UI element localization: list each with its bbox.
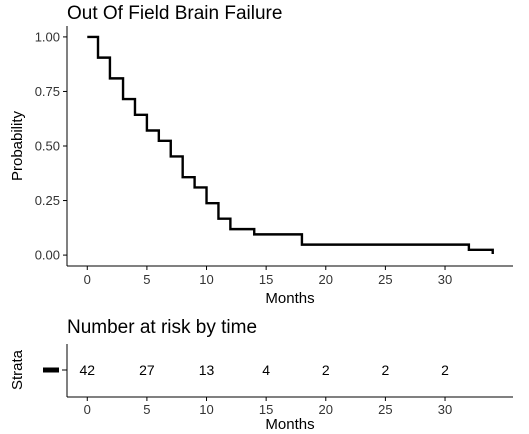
x-tick-label: 25 — [378, 272, 392, 287]
risk-count: 2 — [382, 362, 390, 378]
risk-x-tick-label: 25 — [378, 402, 392, 417]
y-axis: 0.00 0.25 0.50 0.75 1.00 — [35, 29, 67, 263]
y-tick-label: 0.00 — [35, 248, 60, 263]
risk-values: 42 27 13 4 2 2 2 — [79, 362, 449, 378]
x-axis-title: Months — [265, 290, 314, 307]
risk-x-axis: 0 5 10 15 20 25 30 — [84, 397, 452, 417]
x-tick-label: 5 — [143, 272, 150, 287]
risk-count: 42 — [79, 362, 95, 378]
risk-x-axis-title: Months — [265, 416, 314, 433]
risk-x-tick-label: 10 — [199, 402, 213, 417]
risk-y-axis-title: Strata — [9, 349, 26, 390]
risk-count: 4 — [262, 362, 270, 378]
y-tick-label: 0.50 — [35, 139, 60, 154]
risk-x-tick-label: 15 — [259, 402, 273, 417]
risk-x-tick-label: 20 — [319, 402, 333, 417]
survival-step-line — [87, 35, 494, 254]
x-tick-label: 15 — [259, 272, 273, 287]
risk-count: 27 — [139, 362, 155, 378]
risk-x-tick-label: 0 — [84, 402, 91, 417]
x-tick-label: 0 — [84, 272, 91, 287]
x-tick-label: 30 — [438, 272, 452, 287]
x-axis: 0 5 10 15 20 25 30 — [84, 266, 452, 287]
risk-x-tick-label: 30 — [438, 402, 452, 417]
risk-count: 13 — [199, 362, 215, 378]
risk-x-tick-label: 5 — [143, 402, 150, 417]
survival-curve — [87, 35, 494, 254]
risk-count: 2 — [322, 362, 330, 378]
y-tick-label: 0.75 — [35, 84, 60, 99]
y-tick-label: 1.00 — [35, 29, 60, 44]
x-tick-label: 20 — [319, 272, 333, 287]
y-axis-title: Probability — [9, 110, 26, 181]
chart-title: Out Of Field Brain Failure — [67, 3, 282, 24]
risk-table-title: Number at risk by time — [67, 317, 257, 338]
y-tick-label: 0.25 — [35, 193, 60, 208]
risk-count: 2 — [441, 362, 449, 378]
x-tick-label: 10 — [199, 272, 213, 287]
